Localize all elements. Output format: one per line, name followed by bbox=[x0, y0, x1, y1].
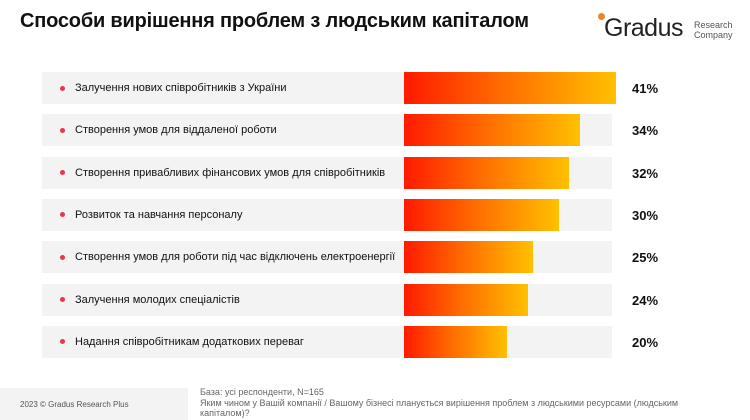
bar bbox=[404, 72, 616, 104]
category-label: Залучення молодих спеціалістів bbox=[75, 293, 240, 306]
footer-notes: База: усі респонденти, N=165 Яким чином … bbox=[200, 387, 680, 419]
value-label: 41% bbox=[632, 81, 659, 96]
logo-brand: Gradus bbox=[604, 14, 683, 42]
value-label: 20% bbox=[632, 334, 659, 350]
bullet-icon bbox=[60, 339, 65, 345]
category-label: Надання співробітникам додаткових перева… bbox=[75, 335, 304, 348]
category-label: Створення умов для роботи під час відклю… bbox=[75, 251, 396, 264]
logo-subtitle: Research Company bbox=[694, 20, 733, 40]
bar bbox=[404, 283, 529, 316]
bullet-icon bbox=[60, 127, 65, 133]
bullet-icon bbox=[60, 297, 65, 302]
bar bbox=[404, 114, 580, 147]
bullet-icon bbox=[60, 212, 65, 218]
value-label: 25% bbox=[632, 250, 659, 266]
question-note: Яким чином у Вашій компанії / Вашому біз… bbox=[200, 397, 679, 419]
logo-sub-line1: Research bbox=[694, 20, 733, 30]
footer-copyright-panel: 2023 © Gradus Research Plus bbox=[0, 388, 188, 420]
value-label: 34% bbox=[632, 123, 659, 139]
bullet-icon bbox=[60, 254, 65, 260]
bullet-icon bbox=[60, 170, 65, 176]
gradus-logo: Gradus Research Company bbox=[598, 8, 738, 44]
category-label: Створення умов для віддаленої роботи bbox=[75, 124, 277, 137]
category-label: Залучення нових співробітників з України bbox=[75, 82, 287, 94]
bullet-icon bbox=[60, 85, 65, 91]
bar-chart: Залучення нових співробітників з України… bbox=[42, 72, 659, 358]
category-label: Створення привабливих фінансових умов дл… bbox=[75, 166, 386, 179]
category-label: Розвиток та навчання персоналу bbox=[75, 208, 243, 221]
bar bbox=[404, 241, 534, 274]
copyright-text: 2023 © Gradus Research Plus bbox=[20, 400, 129, 409]
value-label: 24% bbox=[632, 292, 659, 308]
base-note: База: усі респонденти, N=165 bbox=[200, 387, 324, 397]
logo-dot-icon bbox=[598, 13, 605, 20]
logo-sub-line2: Company bbox=[694, 30, 733, 40]
bar bbox=[404, 325, 508, 358]
value-label: 30% bbox=[632, 207, 659, 223]
value-label: 32% bbox=[632, 165, 659, 181]
page-title: Способи вирішення проблем з людським кап… bbox=[20, 10, 529, 32]
row-background bbox=[42, 325, 612, 358]
bar bbox=[404, 156, 570, 189]
bar bbox=[404, 198, 560, 231]
